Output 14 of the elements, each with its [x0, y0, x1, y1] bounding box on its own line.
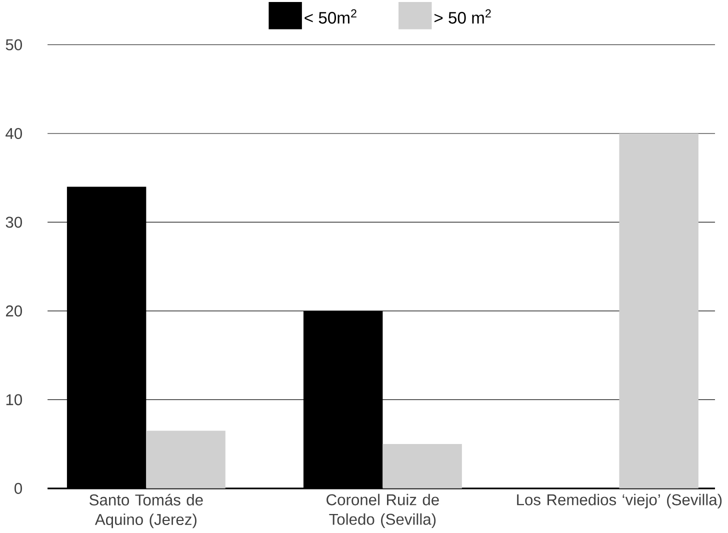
bar [619, 133, 698, 488]
x-tick-label: Santo Tomás de Aquino (Jerez) [90, 494, 203, 528]
y-tick-label: 50 [6, 39, 22, 50]
y-tick-label: 0 [14, 482, 22, 494]
y-tick-label: 20 [6, 305, 22, 316]
legend-label: < 50m$^{2}$ [304, 9, 356, 24]
legend-label: > 50 m$^{2}$ [434, 9, 491, 24]
x-tick-label: Coronel Ruiz de Toledo (Sevilla) [326, 494, 439, 528]
x-tick-label: Los Remedios ‘viejo’ (Sevilla) [517, 494, 722, 508]
y-tick-label: 30 [6, 216, 22, 228]
bar [382, 444, 462, 488]
y-tick-label: 10 [6, 394, 22, 406]
y-tick-label: 40 [6, 128, 22, 139]
bar [146, 430, 226, 488]
